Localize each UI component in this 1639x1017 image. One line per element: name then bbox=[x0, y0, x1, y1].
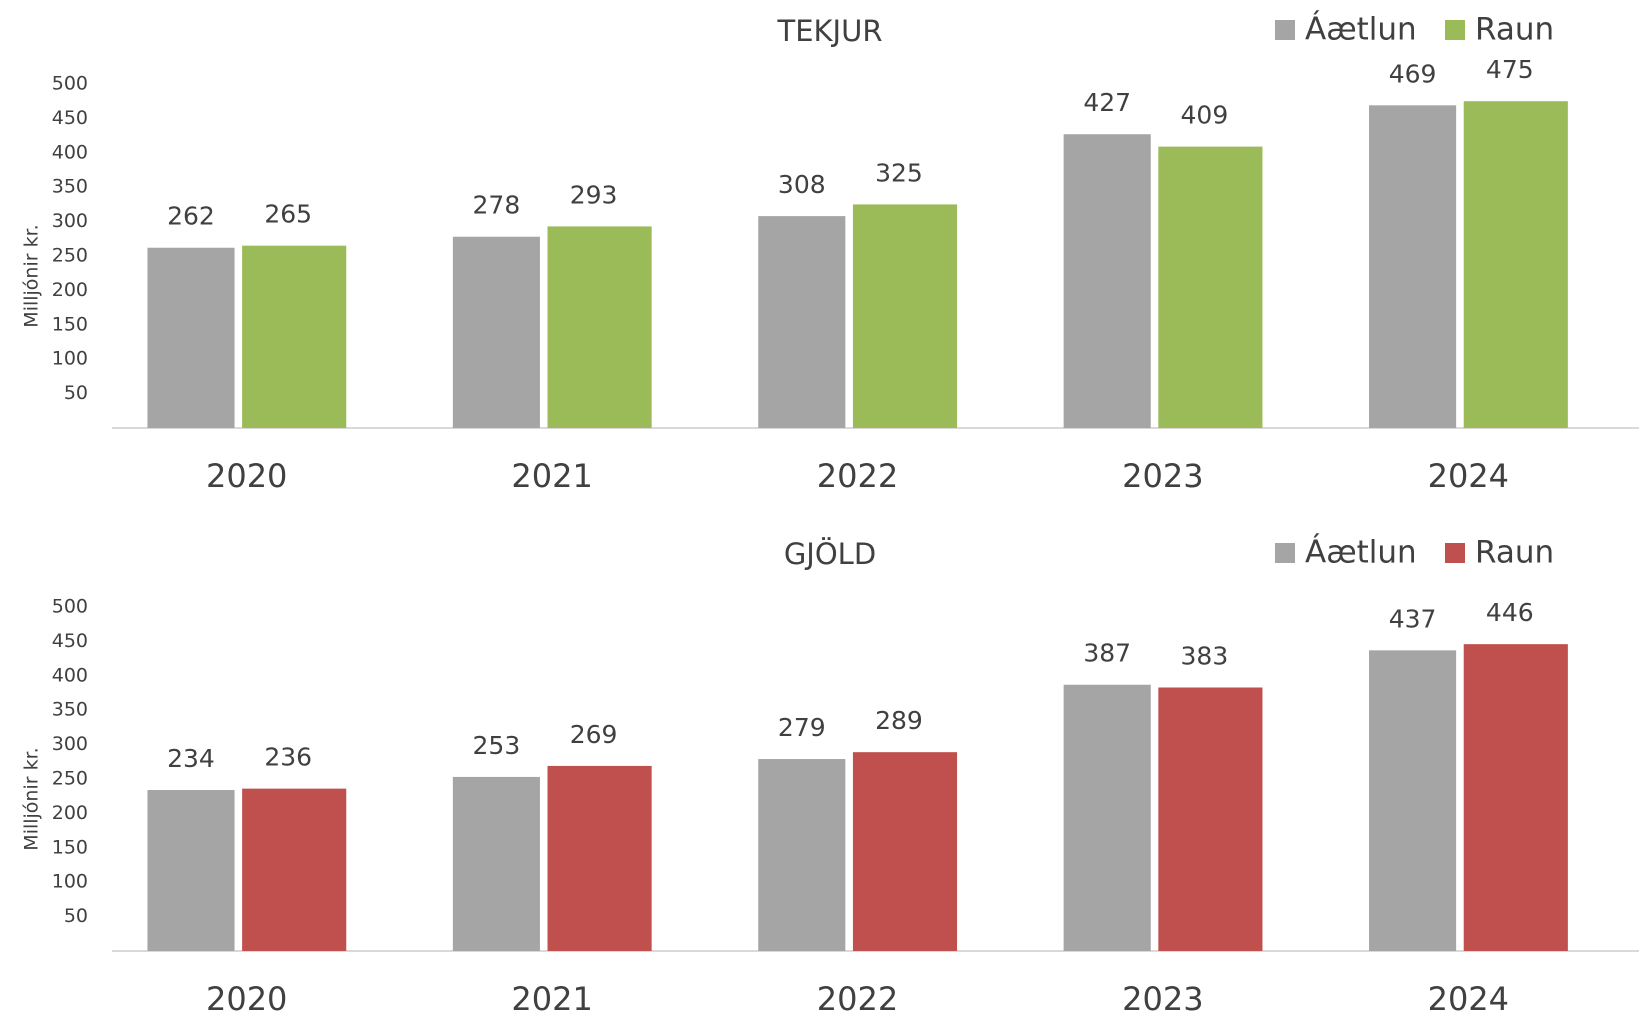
y-tick-label: 450 bbox=[52, 107, 88, 129]
bar bbox=[852, 752, 958, 951]
bar bbox=[1063, 134, 1151, 428]
data-label: 325 bbox=[875, 158, 923, 187]
bar bbox=[147, 790, 235, 951]
chart-title: GJÖLD bbox=[784, 537, 876, 571]
bar bbox=[147, 247, 235, 428]
data-label: 289 bbox=[875, 706, 923, 735]
y-tick-label: 250 bbox=[52, 768, 88, 790]
y-axis-label: Milljónir kr. bbox=[21, 224, 43, 327]
data-label: 269 bbox=[570, 720, 618, 749]
data-label: 427 bbox=[1083, 88, 1131, 117]
bar bbox=[758, 759, 846, 951]
data-label: 234 bbox=[167, 744, 215, 773]
legend-label: Raun bbox=[1475, 12, 1554, 48]
data-label: 446 bbox=[1486, 598, 1534, 627]
bar bbox=[1158, 687, 1263, 951]
data-label: 265 bbox=[264, 200, 312, 229]
bar bbox=[547, 226, 652, 428]
y-tick-label: 350 bbox=[52, 176, 88, 198]
data-label: 308 bbox=[778, 170, 826, 199]
y-tick-label: 50 bbox=[64, 382, 88, 404]
legend-swatch bbox=[1275, 543, 1295, 563]
legend-swatch bbox=[1445, 543, 1465, 563]
x-tick-label: 2024 bbox=[1428, 980, 1509, 1017]
legend-label: Áætlun bbox=[1305, 535, 1417, 571]
x-tick-label: 2020 bbox=[206, 980, 287, 1017]
y-tick-label: 100 bbox=[52, 871, 88, 893]
y-tick-label: 400 bbox=[52, 141, 88, 163]
data-label: 469 bbox=[1389, 59, 1437, 88]
data-label: 278 bbox=[473, 191, 521, 220]
y-tick-label: 100 bbox=[52, 348, 88, 370]
y-tick-label: 300 bbox=[52, 733, 88, 755]
y-tick-label: 150 bbox=[52, 836, 88, 858]
x-tick-label: 2021 bbox=[511, 457, 592, 495]
x-tick-label: 2022 bbox=[817, 457, 898, 495]
bar bbox=[1463, 101, 1568, 428]
bar bbox=[547, 765, 652, 951]
data-label: 253 bbox=[473, 731, 521, 760]
y-tick-label: 200 bbox=[52, 802, 88, 824]
y-tick-label: 300 bbox=[52, 210, 88, 232]
data-label: 383 bbox=[1181, 641, 1229, 670]
legend-label: Áætlun bbox=[1305, 12, 1417, 48]
data-label: 279 bbox=[778, 713, 826, 742]
y-tick-label: 450 bbox=[52, 630, 88, 652]
bar bbox=[1463, 644, 1568, 951]
data-label: 387 bbox=[1083, 639, 1131, 668]
bar bbox=[1369, 650, 1457, 951]
data-label: 437 bbox=[1389, 604, 1437, 633]
y-axis-label: Milljónir kr. bbox=[21, 747, 43, 850]
chart-title: TEKJUR bbox=[777, 14, 883, 48]
x-tick-label: 2023 bbox=[1122, 457, 1203, 495]
y-tick-label: 500 bbox=[52, 596, 88, 618]
y-tick-label: 250 bbox=[52, 245, 88, 267]
x-tick-label: 2021 bbox=[511, 980, 592, 1017]
x-tick-label: 2024 bbox=[1428, 457, 1509, 495]
bar bbox=[1369, 105, 1457, 428]
data-label: 409 bbox=[1181, 101, 1229, 130]
bar bbox=[242, 245, 347, 428]
data-label: 236 bbox=[264, 743, 312, 772]
data-label: 475 bbox=[1486, 55, 1534, 84]
bar bbox=[452, 236, 540, 428]
bar bbox=[242, 788, 347, 951]
y-tick-label: 350 bbox=[52, 699, 88, 721]
bar bbox=[1158, 146, 1263, 428]
y-tick-label: 150 bbox=[52, 313, 88, 335]
data-label: 262 bbox=[167, 202, 215, 231]
y-tick-label: 50 bbox=[64, 905, 88, 927]
data-label: 293 bbox=[570, 180, 618, 209]
bar bbox=[758, 216, 846, 428]
bar bbox=[1063, 684, 1151, 951]
y-tick-label: 400 bbox=[52, 664, 88, 686]
bar bbox=[852, 204, 958, 428]
bar bbox=[452, 776, 540, 951]
legend-swatch bbox=[1275, 20, 1295, 40]
x-tick-label: 2022 bbox=[817, 980, 898, 1017]
x-tick-label: 2020 bbox=[206, 457, 287, 495]
legend-label: Raun bbox=[1475, 535, 1554, 571]
x-tick-label: 2023 bbox=[1122, 980, 1203, 1017]
y-tick-label: 500 bbox=[52, 73, 88, 95]
y-tick-label: 200 bbox=[52, 279, 88, 301]
legend-swatch bbox=[1445, 20, 1465, 40]
